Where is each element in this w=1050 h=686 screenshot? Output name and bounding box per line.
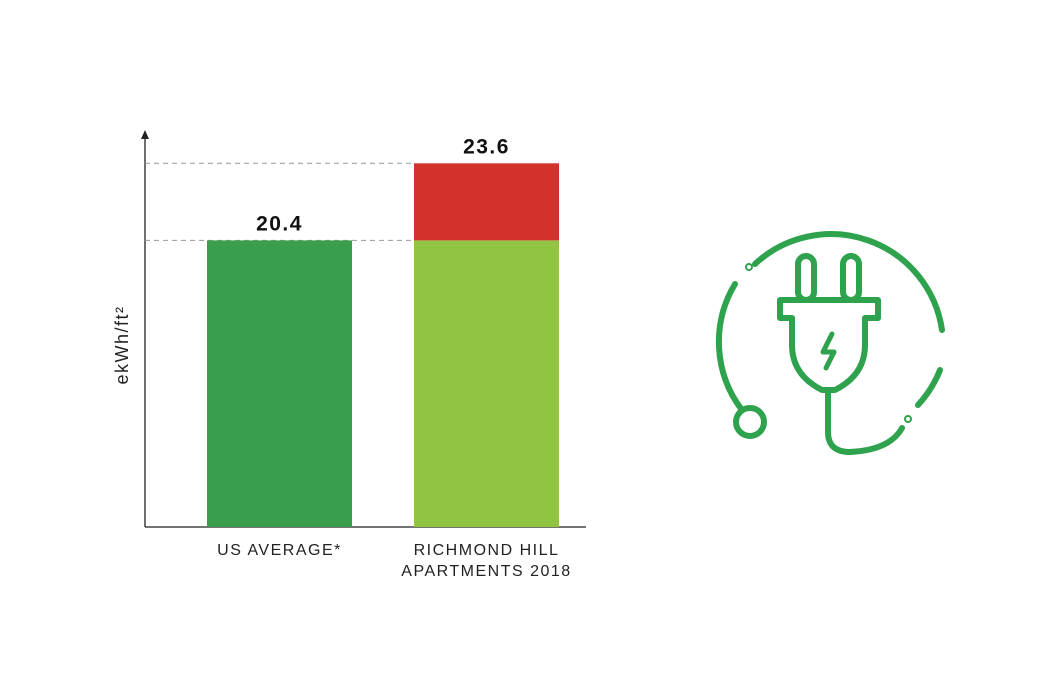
bar [414, 240, 559, 527]
plug-icon [715, 231, 945, 455]
bar [207, 240, 352, 527]
value-label: 20.4 [256, 212, 303, 235]
x-tick-label: RICHMOND HILL APARTMENTS 2018 [401, 542, 572, 580]
axis-label: ekWh/ft² [112, 305, 132, 384]
bar-excess [414, 163, 559, 241]
value-label: 23.6 [463, 135, 510, 158]
x-tick-label: US AVERAGE* [217, 542, 342, 559]
axis-arrow [141, 130, 149, 139]
